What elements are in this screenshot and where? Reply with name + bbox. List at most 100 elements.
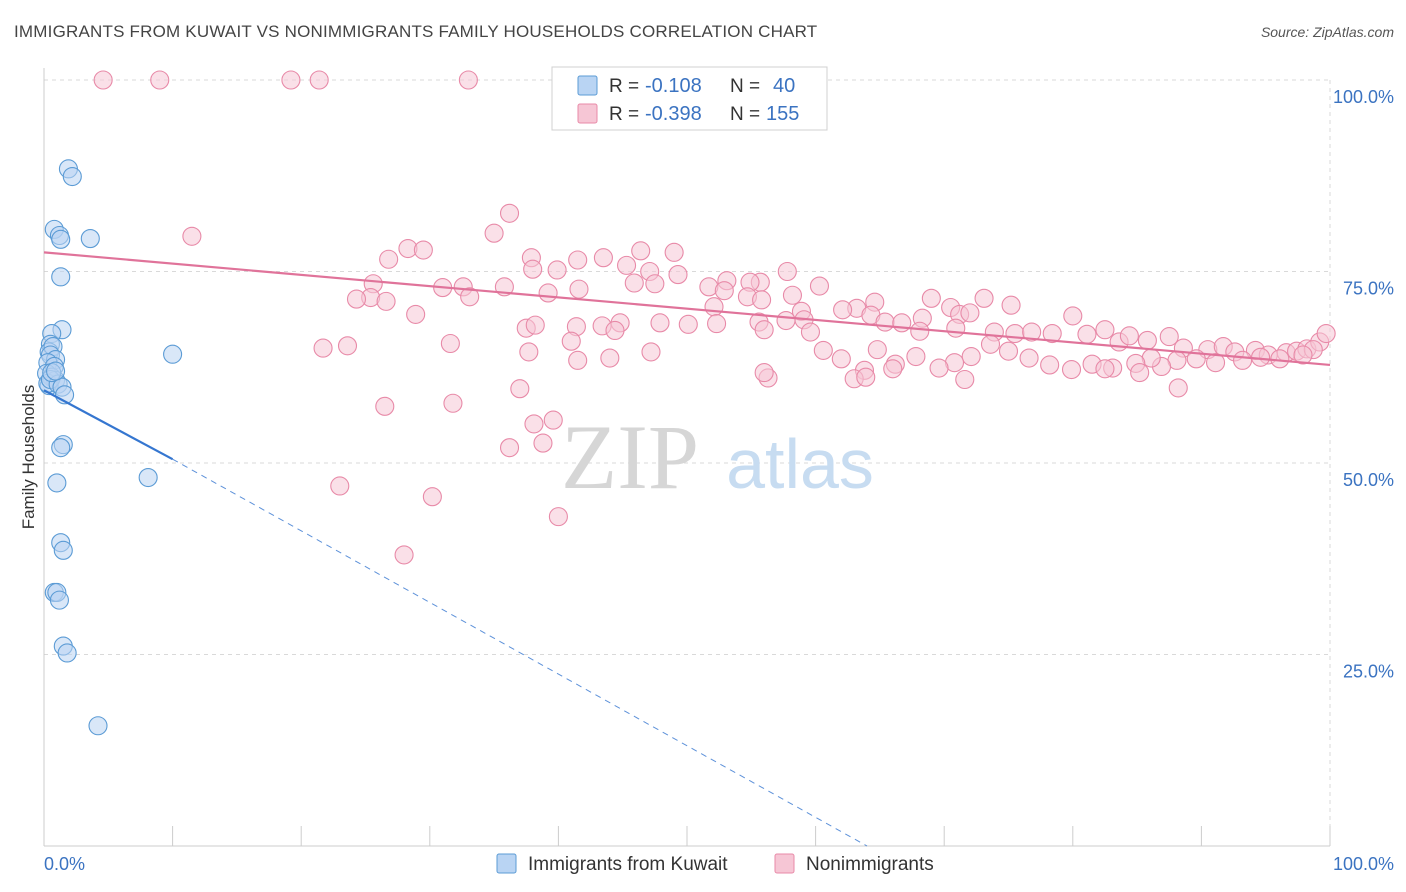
point-nonimmigrant xyxy=(510,379,530,399)
point-kuwait xyxy=(47,473,67,493)
x-tick-label-min: 0.0% xyxy=(44,854,85,874)
point-nonimmigrant xyxy=(1095,320,1115,340)
point-kuwait xyxy=(46,361,66,381)
point-nonimmigrant xyxy=(678,314,698,334)
point-nonimmigrant xyxy=(440,333,460,354)
watermark-zip: ZIP xyxy=(561,406,699,508)
point-nonimmigrant xyxy=(568,250,588,270)
point-nonimmigrant xyxy=(856,367,876,387)
point-nonimmigrant xyxy=(1040,355,1060,375)
point-nonimmigrant xyxy=(707,314,727,334)
legend-n-value-2: 155 xyxy=(766,103,799,125)
point-nonimmigrant xyxy=(1005,323,1025,344)
point-nonimmigrant xyxy=(547,260,567,280)
point-nonimmigrant xyxy=(1119,326,1139,346)
point-nonimmigrant xyxy=(460,287,480,307)
trend-lines xyxy=(172,458,868,847)
point-nonimmigrant xyxy=(998,341,1019,361)
point-kuwait xyxy=(53,540,73,560)
point-nonimmigrant xyxy=(93,70,113,90)
point-nonimmigrant xyxy=(752,290,772,310)
point-kuwait xyxy=(49,590,69,610)
point-nonimmigrant xyxy=(1022,322,1042,342)
y-tick-label: 25.0% xyxy=(1343,662,1394,682)
point-nonimmigrant xyxy=(668,265,688,285)
legend-n-label-2: N = xyxy=(730,104,760,125)
point-nonimmigrant xyxy=(394,545,414,565)
legend-bottom-swatch-blue xyxy=(496,853,517,874)
point-nonimmigrant xyxy=(641,342,661,362)
point-nonimmigrant xyxy=(600,348,620,368)
point-nonimmigrant xyxy=(754,320,774,340)
point-nonimmigrant xyxy=(525,315,545,335)
point-nonimmigrant xyxy=(1063,306,1083,326)
x-tick-label-max: 100.0% xyxy=(1333,854,1394,874)
point-nonimmigrant xyxy=(800,322,821,342)
point-nonimmigrant xyxy=(309,70,329,90)
point-nonimmigrant xyxy=(961,346,981,367)
point-nonimmigrant xyxy=(548,507,568,527)
point-nonimmigrant xyxy=(980,334,1001,354)
point-nonimmigrant xyxy=(813,340,833,360)
point-nonimmigrant xyxy=(499,203,520,223)
point-nonimmigrant xyxy=(523,259,543,279)
point-nonimmigrant xyxy=(929,358,949,378)
point-nonimmigrant xyxy=(337,336,358,356)
point-nonimmigrant xyxy=(1205,353,1226,373)
legend-r-label-2: R = xyxy=(609,104,639,125)
point-nonimmigrant xyxy=(593,248,613,268)
point-nonimmigrant xyxy=(605,320,625,341)
point-nonimmigrant xyxy=(1168,378,1188,398)
y-axis-label: Family Households xyxy=(19,385,38,530)
point-nonimmigrant xyxy=(704,297,724,317)
point-kuwait xyxy=(163,344,183,364)
y-tick-label: 50.0% xyxy=(1343,470,1394,490)
point-nonimmigrant xyxy=(1077,324,1097,344)
point-nonimmigrant xyxy=(406,304,426,324)
point-nonimmigrant xyxy=(281,70,301,90)
point-nonimmigrant xyxy=(346,289,367,309)
point-nonimmigrant xyxy=(499,438,520,458)
source-label[interactable]: Source: ZipAtlas.com xyxy=(1260,24,1394,40)
chart-title: IMMIGRANTS FROM KUWAIT VS NONIMMIGRANTS … xyxy=(14,22,818,41)
point-nonimmigrant xyxy=(1316,323,1336,344)
point-nonimmigrant xyxy=(561,331,581,351)
legend-swatch-pink xyxy=(577,103,598,124)
point-nonimmigrant xyxy=(524,414,544,434)
point-nonimmigrant xyxy=(754,363,774,383)
point-nonimmigrant xyxy=(1293,345,1313,365)
point-nonimmigrant xyxy=(543,410,563,430)
point-nonimmigrant xyxy=(714,281,734,301)
legend-swatch-blue xyxy=(577,75,598,96)
legend-n-value-1: 40 xyxy=(773,75,795,97)
point-nonimmigrant xyxy=(833,300,853,320)
point-nonimmigrant xyxy=(617,255,637,275)
legend-r-value-2: -0.398 xyxy=(645,103,702,125)
legend-r-value-1: -0.108 xyxy=(645,75,702,97)
legend-bottom-label-nonimmigrants[interactable]: Nonimmigrants xyxy=(806,854,934,875)
series-legend: Immigrants from Kuwait Nonimmigrants xyxy=(496,853,934,875)
point-nonimmigrant xyxy=(519,342,539,362)
point-nonimmigrant xyxy=(1130,363,1150,383)
point-nonimmigrant xyxy=(809,276,830,296)
point-kuwait xyxy=(51,438,71,458)
point-nonimmigrant xyxy=(1137,330,1157,350)
point-nonimmigrant xyxy=(946,318,966,338)
zipatlas-watermark: ZIP atlas xyxy=(561,406,874,508)
point-nonimmigrant xyxy=(330,476,350,496)
point-kuwait xyxy=(51,229,71,249)
point-nonimmigrant xyxy=(538,283,558,303)
legend-bottom-label-immigrants[interactable]: Immigrants from Kuwait xyxy=(528,854,728,875)
point-nonimmigrant xyxy=(664,242,684,262)
legend-box xyxy=(551,66,828,131)
point-nonimmigrant xyxy=(883,359,903,379)
correlation-legend: R = -0.108 N = 40 R = -0.398 N = 155 xyxy=(551,66,828,131)
axes xyxy=(43,68,1331,847)
y-tick-label: 100.0% xyxy=(1333,87,1394,107)
point-nonimmigrant xyxy=(776,310,796,331)
point-nonimmigrant xyxy=(1061,359,1082,380)
trend-line-kuwait xyxy=(43,389,174,461)
point-nonimmigrant xyxy=(1042,323,1062,344)
point-nonimmigrant xyxy=(875,312,895,332)
